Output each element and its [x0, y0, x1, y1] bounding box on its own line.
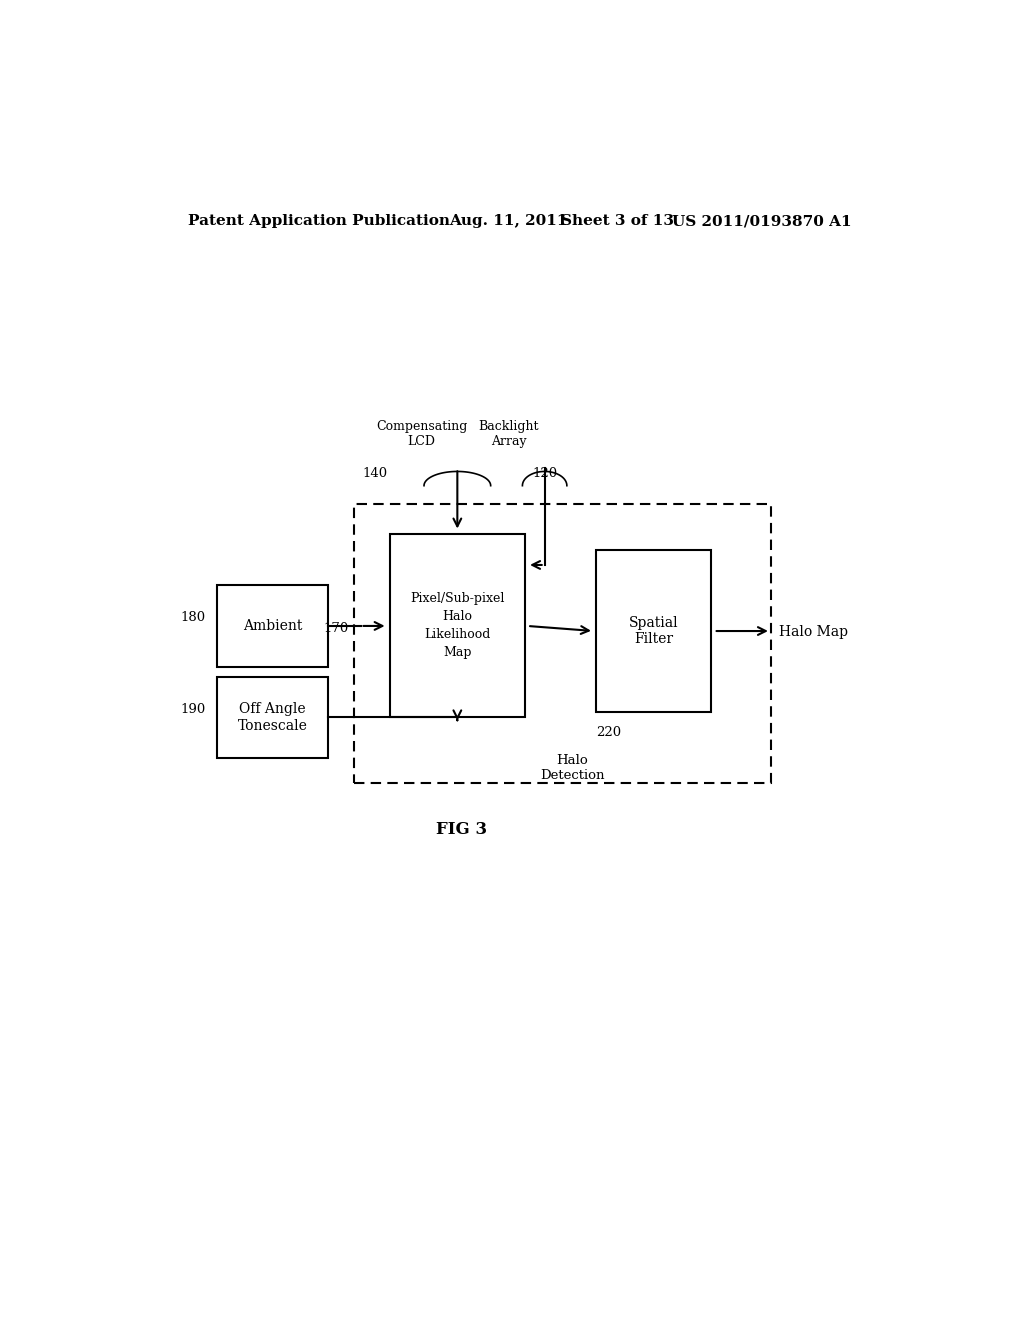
Text: Compensating
LCD: Compensating LCD: [376, 420, 467, 447]
Text: Pixel/Sub-pixel
Halo
Likelihood
Map: Pixel/Sub-pixel Halo Likelihood Map: [411, 593, 505, 660]
Text: 120: 120: [532, 467, 558, 480]
FancyBboxPatch shape: [217, 677, 328, 758]
Text: Patent Application Publication: Patent Application Publication: [187, 214, 450, 228]
Text: 190: 190: [180, 702, 206, 715]
Text: Ambient: Ambient: [243, 619, 302, 634]
FancyBboxPatch shape: [354, 504, 771, 784]
Text: 220: 220: [596, 726, 622, 739]
Text: US 2011/0193870 A1: US 2011/0193870 A1: [672, 214, 851, 228]
FancyBboxPatch shape: [217, 585, 328, 667]
FancyBboxPatch shape: [596, 549, 712, 713]
Text: FIG 3: FIG 3: [436, 821, 486, 838]
Text: Backlight
Array: Backlight Array: [478, 420, 540, 447]
Text: Sheet 3 of 13: Sheet 3 of 13: [560, 214, 674, 228]
Text: Spatial
Filter: Spatial Filter: [629, 616, 679, 645]
Text: 180: 180: [180, 611, 206, 624]
Text: 140: 140: [362, 467, 387, 480]
FancyBboxPatch shape: [390, 535, 524, 718]
Text: Halo
Detection: Halo Detection: [541, 754, 604, 783]
Text: 170: 170: [324, 623, 348, 635]
Text: Off Angle
Tonescale: Off Angle Tonescale: [238, 702, 307, 733]
Text: Aug. 11, 2011: Aug. 11, 2011: [450, 214, 568, 228]
Text: Halo Map: Halo Map: [778, 626, 848, 639]
